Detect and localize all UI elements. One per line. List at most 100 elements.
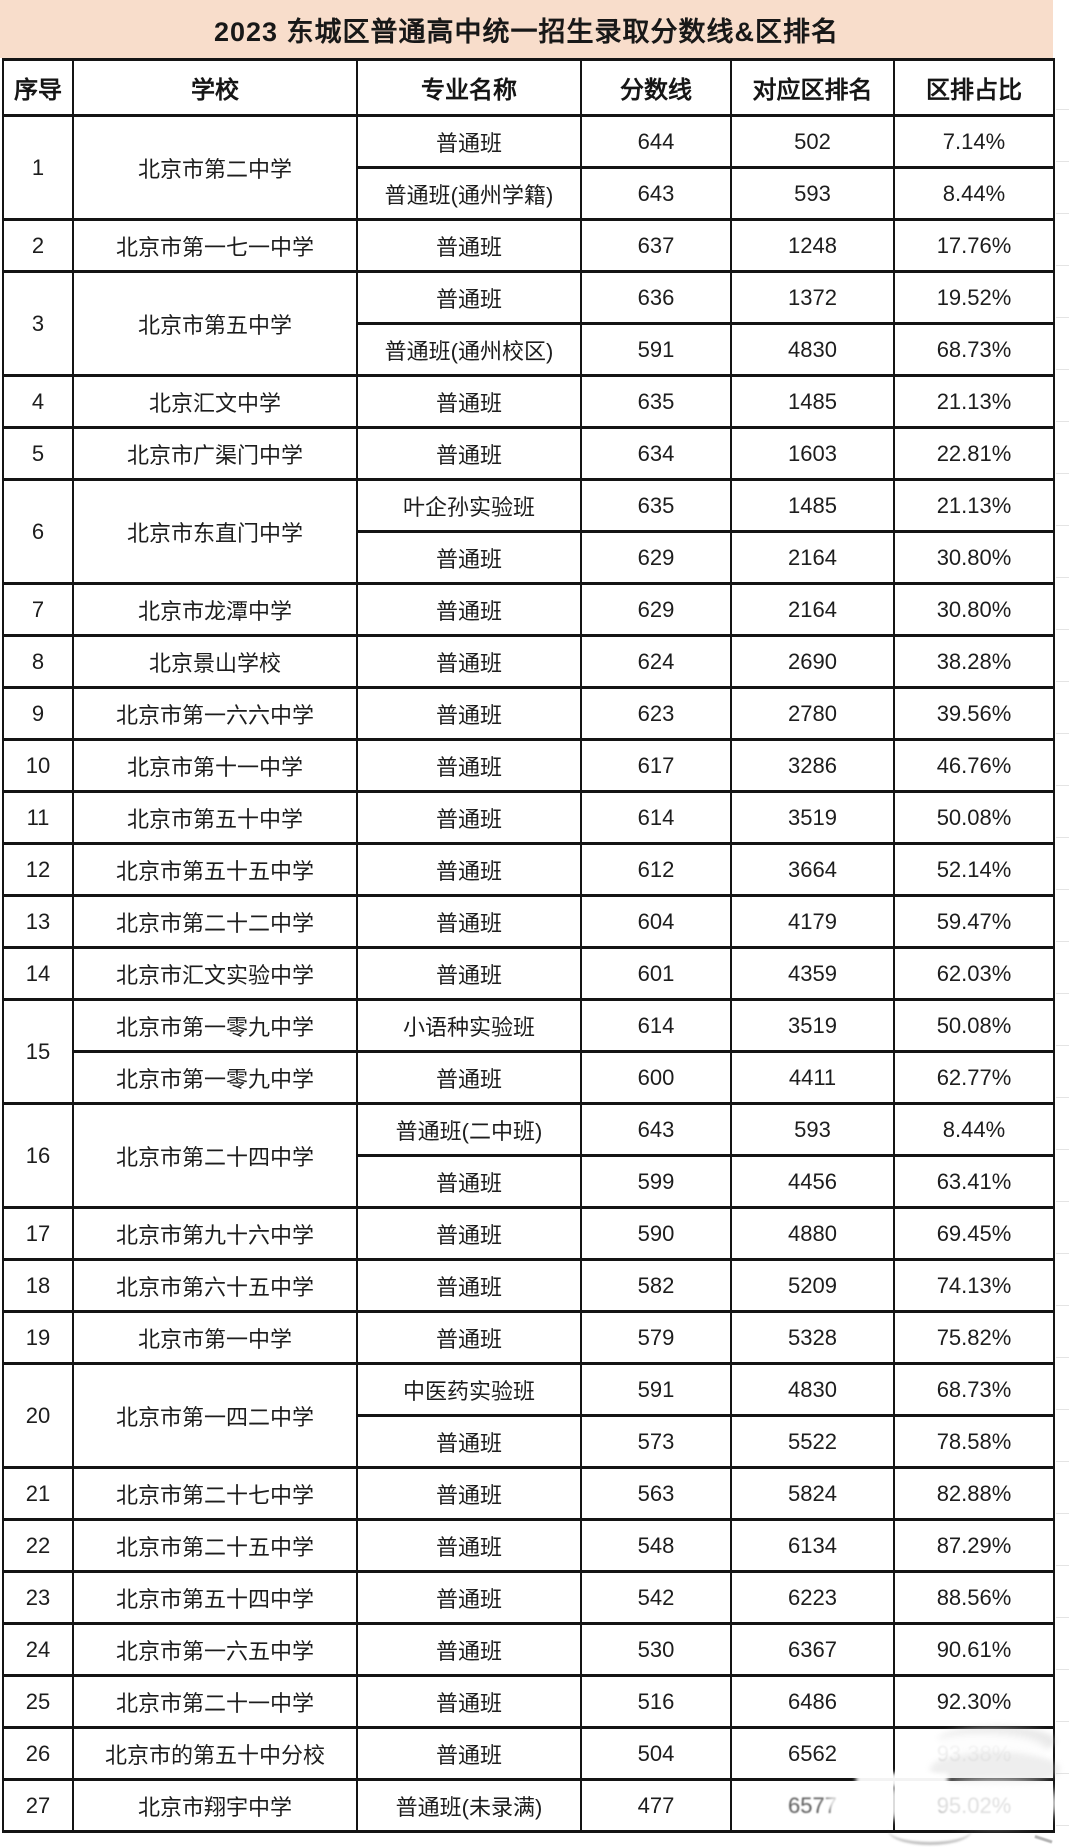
cell-program-name-text: 普通班(通州校区)	[384, 338, 554, 364]
cell-school-name: 北京市第二十四中学	[72, 1102, 358, 1209]
cell-score: 600	[580, 1050, 732, 1105]
cell-program-name: 普通班	[356, 582, 582, 637]
cell-school-name-text: 北京市第一四二中学	[115, 1404, 314, 1430]
cell-rank-percentage-text: 68.73%	[936, 1376, 1012, 1402]
table-row: 16 北京市第二十四中学 普通班(二中班) 643 593 8.44%	[2, 1102, 1055, 1209]
cell-rank-percentage-text: 39.56%	[936, 700, 1012, 726]
cell-rank-percentage: 22.81%	[893, 426, 1055, 481]
cell-row-number: 7	[2, 582, 74, 637]
cell-district-rank-text: 6367	[788, 1636, 837, 1662]
cell-row-number-text: 16	[25, 1142, 51, 1168]
cell-score-text: 612	[637, 856, 675, 882]
cell-rank-percentage: 62.77%	[893, 1050, 1055, 1105]
cell-row-number-text: 22	[25, 1532, 51, 1558]
cell-row-number-text: 26	[25, 1740, 51, 1766]
cell-score: 604	[580, 894, 732, 949]
cell-row-number: 13	[2, 894, 74, 949]
cell-rank-percentage: 50.08%	[893, 998, 1055, 1053]
cell-rank-percentage: 30.80%	[893, 530, 1055, 585]
cell-district-rank-text: 5824	[788, 1480, 837, 1506]
cell-district-rank-text: 1603	[788, 440, 837, 466]
cell-rank-percentage: 69.45%	[893, 1206, 1055, 1261]
cell-row-number: 23	[2, 1570, 74, 1625]
cell-rank-percentage: 21.13%	[893, 374, 1055, 429]
cell-school-name-text: 北京市的第五十中分校	[104, 1742, 325, 1768]
cell-row-number-text: 24	[25, 1636, 51, 1662]
cell-score-text: 624	[637, 648, 675, 674]
cell-program-name: 普通班	[356, 218, 582, 273]
header-cell-pct: 区排占比	[893, 58, 1055, 117]
cell-district-rank: 3664	[730, 842, 895, 897]
cell-row-number-text: 20	[25, 1402, 51, 1428]
cell-score: 614	[580, 790, 732, 845]
cell-program-name-text: 小语种实验班	[402, 1014, 535, 1040]
cell-district-rank: 593	[730, 166, 895, 221]
cell-rank-percentage-text: 68.73%	[936, 336, 1012, 362]
cell-row-number-text: 19	[25, 1324, 51, 1350]
cell-rank-percentage: 7.14%	[893, 114, 1055, 169]
cell-rank-percentage-text: 92.30%	[936, 1688, 1012, 1714]
cell-rank-percentage: 17.76%	[893, 218, 1055, 273]
cell-district-rank-text: 2780	[788, 700, 837, 726]
cell-district-rank: 6562	[730, 1726, 895, 1781]
cell-school-name-text: 北京市第五中学	[137, 312, 292, 338]
cell-rank-percentage-text: 50.08%	[936, 1012, 1012, 1038]
cell-rank-percentage: 68.73%	[893, 1362, 1055, 1417]
table-row: 12 北京市第五十五中学 普通班 612 3664 52.14%	[2, 842, 1055, 897]
cell-district-rank-text: 1372	[788, 284, 837, 310]
header-cell-school: 学校	[72, 58, 358, 117]
cell-program-name: 普通班	[356, 114, 582, 169]
cell-district-rank-text: 593	[794, 1116, 831, 1142]
cell-district-rank: 4359	[730, 946, 895, 1001]
table-row: 11 北京市第五十中学 普通班 614 3519 50.08%	[2, 790, 1055, 845]
cell-program-name-text: 普通班	[435, 1274, 502, 1300]
cell-school-name: 北京市翔宇中学	[72, 1778, 358, 1833]
cell-district-rank-text: 6577	[788, 1792, 837, 1818]
cell-rank-percentage: 8.44%	[893, 1102, 1055, 1157]
cell-district-rank: 5522	[730, 1414, 895, 1469]
cell-row-number: 24	[2, 1622, 74, 1677]
cell-district-rank: 502	[730, 114, 895, 169]
adjacent-column-sliver	[1056, 58, 1069, 1847]
cell-score: 629	[580, 530, 732, 585]
cell-school-name-text: 北京景山学校	[148, 650, 281, 676]
table-row: 13 北京市第二十二中学 普通班 604 4179 59.47%	[2, 894, 1055, 949]
cell-rank-percentage-text: 82.88%	[936, 1480, 1012, 1506]
cell-score: 591	[580, 322, 732, 377]
cell-score: 637	[580, 218, 732, 273]
cell-program-name: 普通班	[356, 270, 582, 325]
cell-program-name-text: 普通班	[435, 806, 502, 832]
cell-school-name-text: 北京市翔宇中学	[137, 1794, 292, 1820]
cell-program-name-text: 普通班	[435, 1482, 502, 1508]
cell-score-text: 643	[637, 180, 675, 206]
cell-school-name: 北京市第九十六中学	[72, 1206, 358, 1261]
cell-district-rank-text: 4411	[788, 1064, 837, 1090]
cell-school-name-text: 北京市第九十六中学	[115, 1222, 314, 1248]
cell-school-name: 北京汇文中学	[72, 374, 358, 429]
cell-score-text: 504	[637, 1740, 675, 1766]
cell-program-name-text: 普通班	[435, 1638, 502, 1664]
cell-district-rank: 3519	[730, 790, 895, 845]
cell-rank-percentage: 87.29%	[893, 1518, 1055, 1573]
cell-rank-percentage-text: 8.44%	[942, 180, 1006, 206]
table-row: 9 北京市第一六六中学 普通班 623 2780 39.56%	[2, 686, 1055, 741]
cell-program-name-text: 普通班	[435, 390, 502, 416]
cell-school-name: 北京市汇文实验中学	[72, 946, 358, 1001]
cell-score: 530	[580, 1622, 732, 1677]
cell-program-name: 普通班	[356, 1570, 582, 1625]
cell-program-name: 普通班(二中班)	[356, 1102, 582, 1157]
cell-score: 636	[580, 270, 732, 325]
cell-row-number-text: 7	[31, 596, 45, 622]
cell-program-name: 普通班	[356, 1414, 582, 1469]
cell-score-text: 637	[637, 232, 675, 258]
cell-rank-percentage: 46.76%	[893, 738, 1055, 793]
cell-district-rank-text: 4880	[788, 1220, 837, 1246]
cell-row-number-text: 27	[25, 1792, 51, 1818]
header-cell-no: 序导	[2, 58, 74, 117]
cell-score-text: 591	[637, 336, 675, 362]
cell-program-name-text: 普通班	[435, 1430, 502, 1456]
cell-score: 635	[580, 478, 732, 533]
table-row: 18 北京市第六十五中学 普通班 582 5209 74.13%	[2, 1258, 1055, 1313]
cell-row-number: 21	[2, 1466, 74, 1521]
cell-score: 612	[580, 842, 732, 897]
